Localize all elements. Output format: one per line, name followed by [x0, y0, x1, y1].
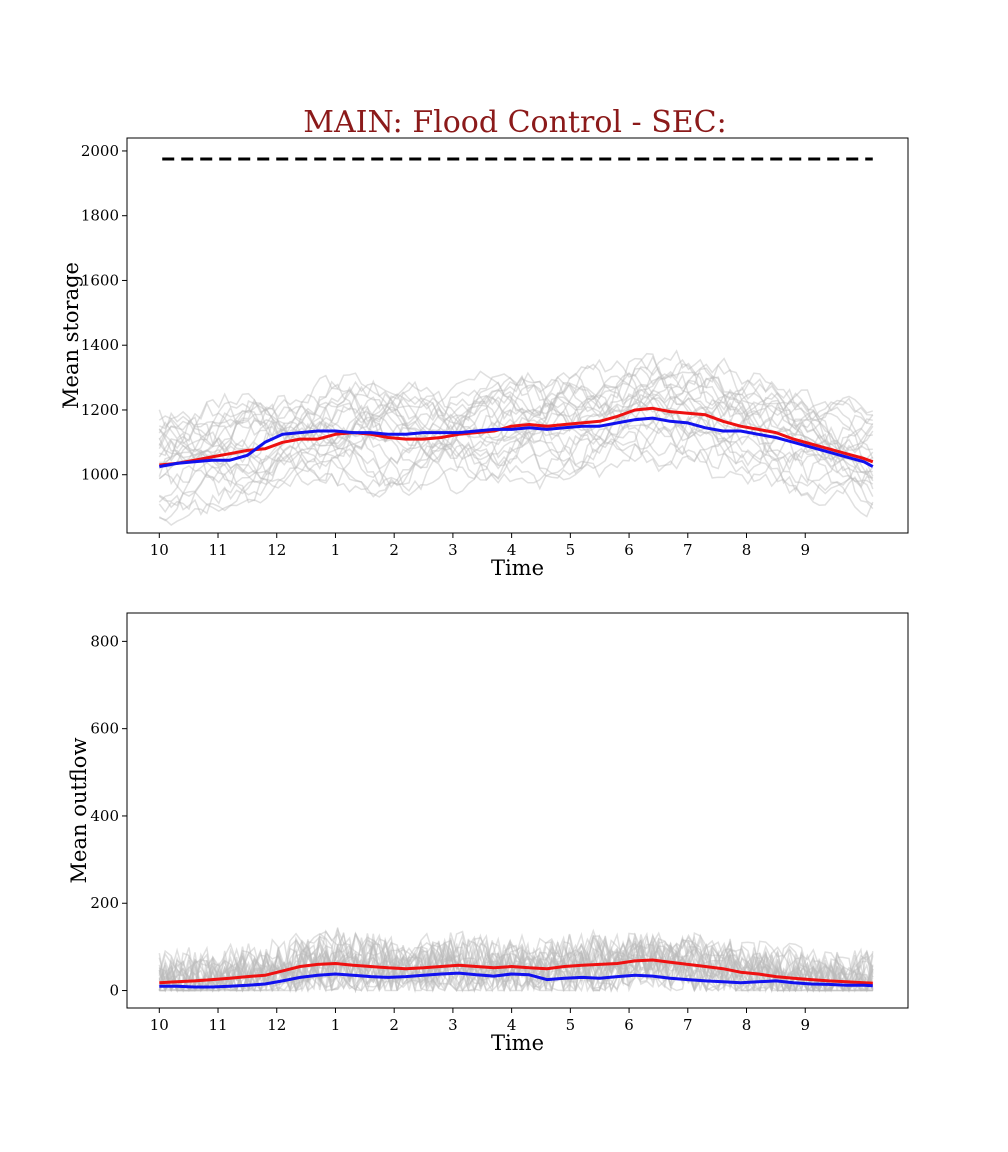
x-tick-label: 3: [448, 541, 458, 559]
x-tick-label: 10: [150, 541, 169, 559]
y-tick-label: 800: [90, 632, 119, 650]
ensemble-trace: [158, 367, 874, 476]
ensemble-trace: [158, 927, 874, 994]
blue-series-line: [159, 416, 874, 469]
x-tick-label: 5: [566, 1016, 576, 1034]
ensemble-trace: [158, 927, 874, 994]
ensemble-trace: [158, 355, 873, 463]
ensemble-trace: [158, 932, 874, 993]
y-axis-label: Mean storage: [59, 262, 83, 409]
ensemble-trace: [158, 426, 874, 522]
x-tick-label: 7: [683, 1016, 693, 1034]
ensemble-trace: [158, 932, 874, 994]
x-tick-label: 6: [624, 541, 634, 559]
y-tick-label: 2000: [81, 142, 119, 160]
x-tick-label: 7: [683, 541, 693, 559]
chart-title: MAIN: Flood Control - SEC:: [303, 105, 726, 140]
x-tick-label: 11: [208, 541, 227, 559]
ensemble-trace: [159, 932, 874, 993]
red-series-line: [159, 406, 874, 467]
ensemble-traces: [158, 927, 874, 994]
y-tick-label: 1800: [81, 207, 119, 225]
x-tick-label: 9: [800, 1016, 810, 1034]
x-tick-label: 12: [267, 1016, 286, 1034]
x-tick-label: 2: [389, 1016, 399, 1034]
y-tick-label: 0: [109, 982, 119, 1000]
ensemble-trace: [158, 365, 874, 454]
y-tick-label: 1600: [81, 271, 119, 289]
ensemble-trace: [158, 414, 874, 516]
x-tick-label: 1: [331, 1016, 341, 1034]
y-tick-label: 1200: [81, 401, 119, 419]
x-tick-label: 10: [150, 1016, 169, 1034]
axes-frame: [126, 137, 909, 534]
ensemble-trace: [159, 388, 874, 490]
ensemble-trace: [158, 396, 873, 483]
x-tick-label: 2: [389, 541, 399, 559]
y-tick-label: 1000: [81, 466, 119, 484]
y-tick-label: 1400: [81, 336, 119, 354]
x-tick-label: 12: [267, 541, 286, 559]
y-tick-label: 600: [90, 720, 119, 738]
ensemble-trace: [158, 935, 874, 994]
ensemble-traces: [158, 349, 874, 526]
ensemble-trace: [158, 375, 874, 469]
ensemble-trace: [158, 936, 873, 994]
y-axis-label: Mean outflow: [67, 738, 91, 884]
ensemble-trace: [159, 943, 874, 993]
x-axis-label: Time: [491, 1031, 544, 1055]
ensemble-trace: [158, 928, 874, 993]
ensemble-trace: [158, 930, 874, 994]
ensemble-trace: [158, 396, 874, 485]
ensemble-trace: [158, 939, 874, 993]
ensemble-trace: [158, 396, 874, 497]
ensemble-trace: [158, 383, 873, 486]
ensemble-trace: [158, 412, 874, 514]
y-tick-label: 200: [90, 894, 119, 912]
ensemble-trace: [158, 373, 874, 477]
x-tick-label: 4: [507, 1016, 517, 1034]
ensemble-trace: [159, 941, 873, 993]
ensemble-trace: [159, 357, 874, 457]
ensemble-trace: [158, 931, 874, 994]
x-axis-label: Time: [491, 556, 544, 580]
ensemble-trace: [158, 940, 874, 993]
ensemble-trace: [158, 358, 873, 450]
ensemble-trace: [158, 932, 874, 994]
x-tick-label: 3: [448, 1016, 458, 1034]
blue-series-line: [159, 971, 873, 989]
x-tick-label: 8: [742, 541, 752, 559]
x-tick-label: 8: [742, 1016, 752, 1034]
y-tick-label: 400: [90, 807, 119, 825]
x-tick-label: 6: [624, 1016, 634, 1034]
ensemble-trace: [158, 377, 874, 468]
ensemble-trace: [158, 929, 874, 994]
x-tick-label: 1: [331, 541, 341, 559]
x-tick-label: 4: [507, 541, 517, 559]
ensemble-trace: [158, 352, 873, 452]
x-tick-label: 11: [208, 1016, 227, 1034]
ensemble-trace: [159, 424, 874, 526]
ensemble-trace: [158, 431, 873, 512]
red-series-line: [159, 958, 873, 985]
x-tick-label: 5: [566, 541, 576, 559]
ensemble-trace: [158, 934, 873, 994]
axes-frame: [126, 612, 909, 1009]
x-tick-label: 9: [800, 541, 810, 559]
